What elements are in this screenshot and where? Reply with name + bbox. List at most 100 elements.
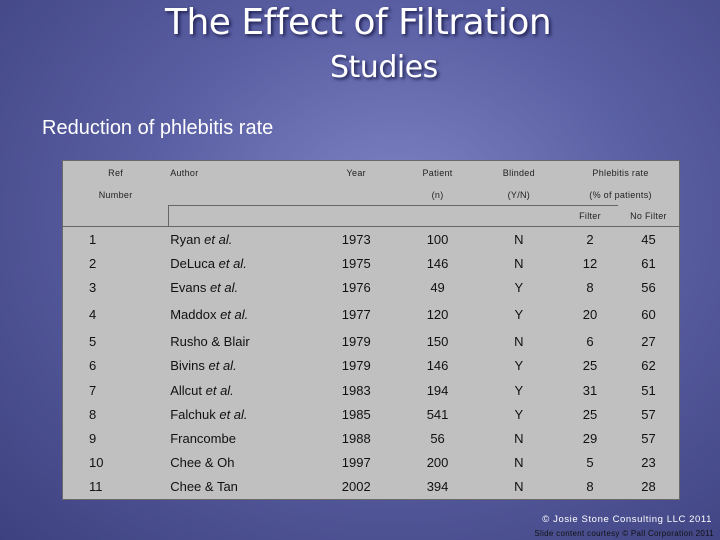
table-header-row-1: Ref Author Year Patient Blinded Phlebiti…	[63, 161, 680, 186]
year-cell: 1979	[341, 334, 371, 350]
filter-rate-cell: 6	[586, 334, 594, 350]
header-phlebitis-percent: (% of patients)	[589, 190, 652, 200]
table-row: 3 Evans et al. 1976 49 Y 8 56	[63, 275, 680, 299]
year-cell: 1997	[341, 455, 371, 471]
no-filter-rate-cell: 62	[641, 358, 656, 374]
filter-rate-cell: 8	[586, 479, 594, 495]
author-cell: DeLuca et al.	[168, 251, 313, 275]
blinded-cell: Y	[514, 382, 524, 398]
author-etal: et al.	[215, 406, 248, 422]
author-name: Chee & Tan	[170, 479, 238, 495]
ref-cell: 9	[89, 430, 97, 446]
year-cell: 1979	[341, 358, 371, 374]
year-cell: 2002	[341, 479, 371, 495]
table-row: 1 Ryan et al. 1973 100 N 2 45	[62, 226, 680, 252]
table-row: 9 Francombe 1988 56 N 29 57	[63, 426, 680, 450]
no-filter-rate-cell: 23	[641, 455, 656, 471]
ref-cell: 8	[89, 406, 97, 422]
author-etal: et al.	[200, 231, 233, 247]
no-filter-rate-cell: 61	[641, 255, 656, 271]
table-row: 10 Chee & Oh 1997 200 N 5 23	[63, 451, 680, 475]
author-etal: et al.	[202, 382, 234, 398]
year-cell: 1988	[341, 430, 371, 446]
author-cell: Ryan et al.	[168, 226, 314, 252]
author-cell: Chee & Tan	[168, 475, 313, 500]
footer-courtesy: Slide content courtesy © Pall Corporatio…	[534, 529, 714, 538]
author-cell: Maddox et al.	[168, 300, 313, 330]
patients-cell: 100	[399, 226, 476, 252]
patients-cell: 146	[426, 255, 449, 271]
author-name: Chee & Oh	[170, 455, 235, 471]
header-ref: Ref	[108, 168, 124, 178]
patients-cell: 146	[426, 358, 449, 374]
table-row: 8 Falchuk et al. 1985 541 Y 25 57	[63, 402, 680, 426]
year-cell: 1975	[341, 255, 371, 271]
year-cell: 1985	[341, 406, 371, 422]
ref-cell: 1	[62, 226, 169, 252]
ref-cell: 5	[89, 334, 97, 350]
filter-rate-cell: 29	[582, 430, 598, 446]
author-name: DeLuca	[170, 255, 216, 271]
author-cell: Bivins et al.	[168, 354, 313, 378]
table-row: 6 Bivins et al. 1979 146 Y 25 62	[63, 354, 680, 378]
patients-cell: 394	[426, 479, 449, 495]
slide-subtitle: Reduction of phlebitis rate	[42, 117, 274, 139]
author-etal: et al.	[206, 279, 239, 295]
ref-cell: 4	[89, 307, 97, 323]
header-filter: Filter	[562, 205, 618, 227]
filter-rate-cell: 2	[562, 226, 618, 252]
year-cell: 1977	[341, 307, 371, 323]
year-cell: 1976	[341, 279, 371, 295]
table-row: 5 Rusho & Blair 1979 150 N 6 27	[63, 330, 680, 354]
author-name: Bivins	[170, 358, 205, 374]
author-name: Falchuk	[170, 406, 216, 422]
header-blinded: Blinded	[502, 168, 535, 178]
header-author: Author	[170, 168, 199, 178]
table-row: 4 Maddox et al. 1977 120 Y 20 60	[63, 300, 680, 330]
ref-cell: 3	[89, 279, 97, 295]
author-etal: et al.	[216, 307, 249, 323]
ref-cell: 6	[89, 358, 97, 374]
ref-cell: 7	[89, 382, 97, 398]
blinded-cell: N	[475, 226, 563, 252]
table-row: 2 DeLuca et al. 1975 146 N 12 61	[63, 251, 680, 275]
author-name: Evans	[170, 279, 207, 295]
no-filter-rate-cell: 51	[641, 382, 656, 398]
slide-title-line1: The Effect of Filtration	[165, 2, 552, 43]
no-filter-rate-cell: 56	[641, 279, 656, 295]
author-etal: et al.	[204, 358, 237, 374]
patients-cell: 49	[430, 279, 445, 295]
blinded-cell: Y	[514, 307, 524, 323]
author-name: Ryan	[170, 231, 201, 247]
phlebitis-table: Ref Author Year Patient Blinded Phlebiti…	[62, 160, 680, 500]
ref-cell: 2	[89, 255, 97, 271]
author-etal: et al.	[215, 255, 247, 271]
no-filter-rate-cell: 28	[641, 479, 656, 495]
author-cell: Evans et al.	[168, 275, 313, 299]
table-row: 11 Chee & Tan 2002 394 N 8 28	[63, 475, 680, 500]
filter-rate-cell: 31	[582, 382, 598, 398]
footer-copyright: © Josie Stone Consulting LLC 2011	[542, 514, 712, 525]
header-blinded-yn: (Y/N)	[507, 190, 531, 200]
patients-cell: 200	[426, 455, 449, 471]
ref-cell: 10	[89, 455, 104, 471]
no-filter-rate-cell: 60	[641, 307, 656, 323]
filter-rate-cell: 8	[586, 279, 594, 295]
blinded-cell: Y	[514, 358, 524, 374]
filter-rate-cell: 20	[582, 307, 598, 323]
slide-title-line2: Studies	[330, 50, 438, 85]
author-name: Maddox	[170, 307, 217, 323]
year-cell: 1983	[341, 382, 371, 398]
author-name: Allcut	[170, 382, 202, 398]
author-name: Rusho & Blair	[170, 334, 250, 350]
author-cell: Rusho & Blair	[168, 330, 313, 354]
blinded-cell: Y	[514, 406, 524, 422]
header-patient: Patient	[422, 168, 453, 178]
no-filter-rate-cell: 45	[617, 226, 680, 252]
patients-cell: 120	[426, 307, 449, 323]
patients-cell: 194	[426, 382, 449, 398]
blinded-cell: N	[514, 255, 524, 271]
header-no-filter: No Filter	[630, 210, 667, 221]
blinded-cell: N	[514, 455, 524, 471]
header-phlebitis: Phlebitis rate	[592, 168, 649, 178]
